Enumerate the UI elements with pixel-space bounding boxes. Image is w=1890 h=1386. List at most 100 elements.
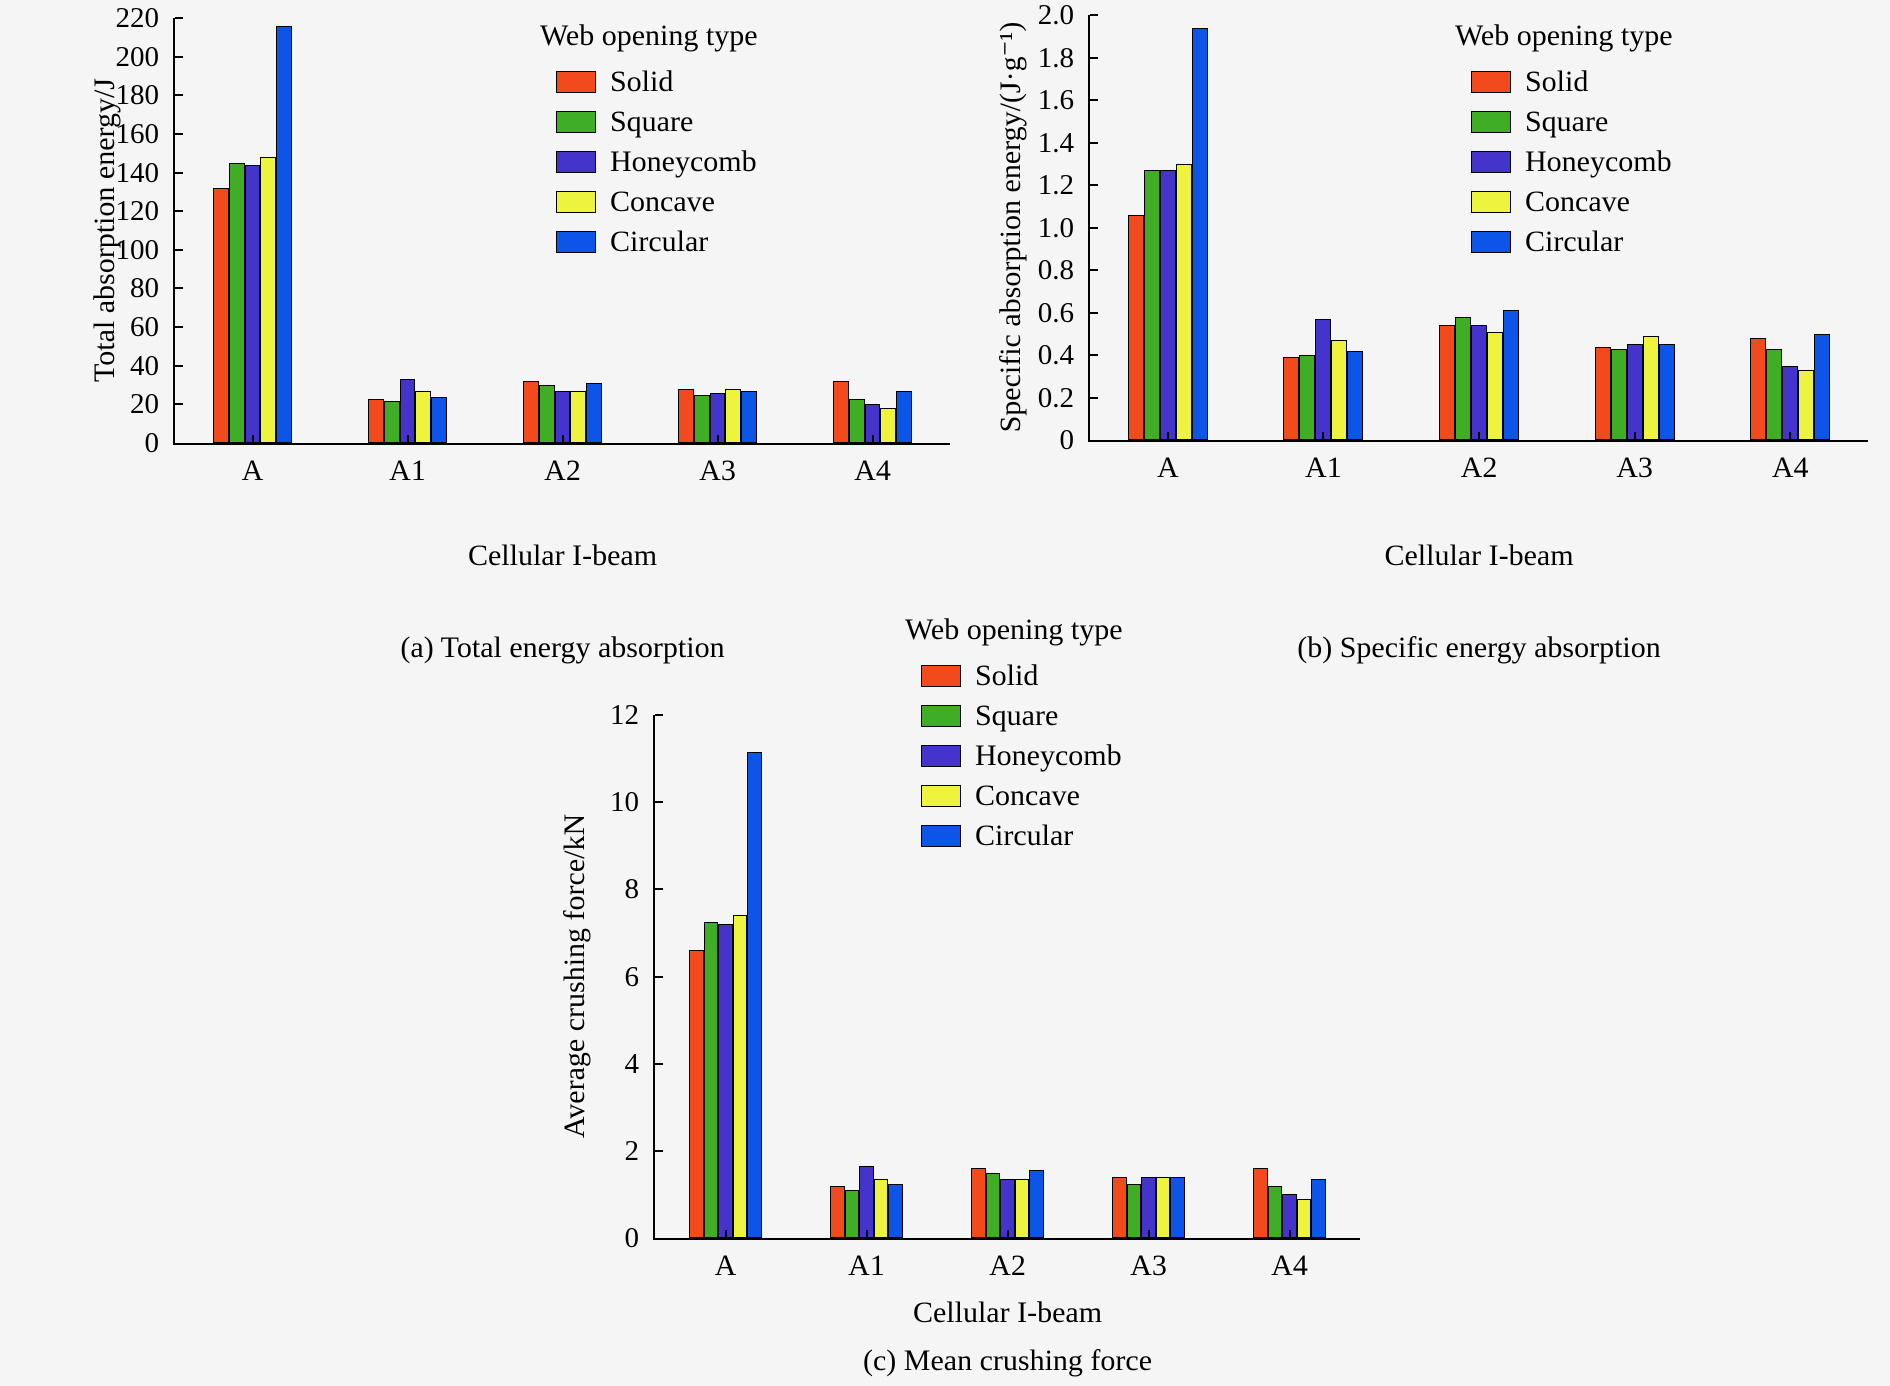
legend-item-label: Solid: [1525, 65, 1589, 98]
y-tick: [175, 132, 183, 135]
y-tick-label: 1.8: [1037, 41, 1074, 74]
legend-item: Honeycomb: [1455, 142, 1673, 182]
y-tick-label: 2: [624, 1134, 640, 1167]
y-tick-label: 140: [115, 156, 160, 189]
x-tick-label: A4: [1271, 1249, 1308, 1282]
bar-square-a3: [693, 394, 710, 443]
legend-item: Circular: [540, 222, 758, 262]
bar-circular-a4: [1311, 1179, 1326, 1238]
legend-item-label: Honeycomb: [610, 145, 757, 178]
bar-honeycomb-a3: [1626, 344, 1643, 440]
x-tick-label: A4: [1771, 451, 1809, 484]
x-tick-label: A3: [1616, 451, 1653, 484]
y-tick: [1090, 141, 1098, 144]
bar-concave-a1: [415, 390, 432, 443]
bar-circular-a4: [896, 390, 913, 443]
legend-item-label: Solid: [610, 65, 674, 98]
bar-circular-a3: [741, 390, 758, 443]
y-tick: [1090, 184, 1098, 186]
legend-item-label: Concave: [975, 779, 1080, 812]
x-axis-title-c: Cellular I-beam: [912, 1296, 1103, 1329]
x-tick: [251, 435, 254, 443]
x-tick: [1166, 432, 1169, 440]
y-tick-label: 0: [1059, 424, 1075, 456]
bar-circular-a3: [1170, 1176, 1185, 1238]
bar-circular-a: [276, 25, 293, 443]
legend-item-label: Honeycomb: [975, 739, 1122, 772]
y-tick: [1090, 226, 1098, 229]
legend-items-a: Solid Square Honeycomb Concave Circular: [540, 62, 758, 262]
x-axis-title-b: Cellular I-beam: [1384, 539, 1574, 572]
bar-square-a: [703, 922, 719, 1238]
y-axis: [1088, 15, 1090, 442]
legend-swatch-square: [1471, 111, 1511, 133]
x-tick: [724, 1230, 727, 1238]
legend-item: Concave: [540, 182, 758, 222]
bar-square-a2: [538, 385, 555, 443]
legend-item-label: Square: [1525, 105, 1609, 138]
y-tick: [175, 171, 183, 174]
y-tick: [175, 210, 183, 213]
x-tick: [1147, 1230, 1150, 1238]
bar-honeycomb-a: [1159, 170, 1176, 440]
bar-solid-a3: [1112, 1176, 1127, 1238]
y-tick-label: 1.0: [1037, 211, 1074, 244]
legend-item: Circular: [1455, 222, 1673, 262]
y-tick: [1090, 269, 1098, 271]
x-tick-label: A4: [854, 454, 891, 487]
y-tick-label: 100: [115, 233, 160, 266]
x-axis: [1088, 440, 1868, 442]
legend-swatch-concave: [1471, 191, 1511, 213]
bar-solid-a2: [971, 1168, 986, 1238]
bar-solid-a1: [367, 398, 384, 443]
y-tick: [655, 714, 663, 716]
legend-item-label: Circular: [1525, 225, 1624, 258]
legend-swatch-concave: [921, 785, 961, 807]
y-tick-label: 180: [115, 79, 160, 112]
bar-concave-a3: [1155, 1176, 1171, 1238]
y-tick-label: 60: [130, 311, 159, 344]
x-axis-title-a: Cellular I-beam: [467, 539, 658, 572]
legend-item-label: Honeycomb: [1525, 145, 1672, 178]
legend-item: Concave: [905, 776, 1123, 816]
legend-swatch-honeycomb: [921, 745, 961, 767]
x-tick: [865, 1230, 868, 1238]
y-tick-label: 12: [610, 699, 639, 731]
x-axis: [653, 1238, 1360, 1240]
x-tick: [406, 435, 409, 443]
bar-circular-a4: [1814, 333, 1831, 440]
y-tick: [1090, 354, 1098, 356]
y-tick-label: 0.8: [1037, 254, 1074, 286]
bar-square-a2: [1454, 316, 1471, 440]
bar-square-a1: [383, 400, 400, 443]
y-tick: [175, 287, 183, 290]
legend-item: Honeycomb: [540, 142, 758, 182]
y-tick: [175, 94, 183, 97]
x-tick-label: A: [1156, 451, 1179, 484]
bar-solid-a3: [1594, 346, 1611, 440]
bar-square-a: [228, 162, 245, 443]
bar-circular-a1: [1347, 350, 1364, 440]
x-tick: [1288, 1230, 1291, 1238]
bar-circular-a: [1191, 27, 1208, 440]
caption-b: (b) Specific energy absorption: [1297, 631, 1661, 664]
x-tick-label: A1: [1305, 451, 1342, 484]
x-tick: [1006, 1230, 1009, 1238]
y-tick-label: 1.2: [1037, 169, 1074, 201]
bar-concave-a2: [570, 390, 587, 443]
legend-item: Solid: [540, 62, 758, 102]
y-tick: [1090, 99, 1098, 101]
x-tick-label: A2: [989, 1249, 1026, 1282]
bar-concave-a1: [1331, 340, 1348, 440]
bar-honeycomb-a2: [1470, 325, 1487, 440]
bar-concave-a2: [1487, 331, 1504, 440]
y-tick-label: 0.4: [1037, 339, 1074, 371]
x-tick-label: A1: [389, 454, 426, 487]
x-tick: [561, 435, 564, 443]
y-tick-label: 40: [130, 349, 159, 382]
bar-square-a: [1143, 170, 1160, 440]
bar-honeycomb-a1: [1315, 318, 1332, 440]
y-tick: [175, 55, 183, 58]
x-tick-label: A2: [1460, 451, 1498, 484]
bar-concave-a1: [873, 1179, 889, 1238]
